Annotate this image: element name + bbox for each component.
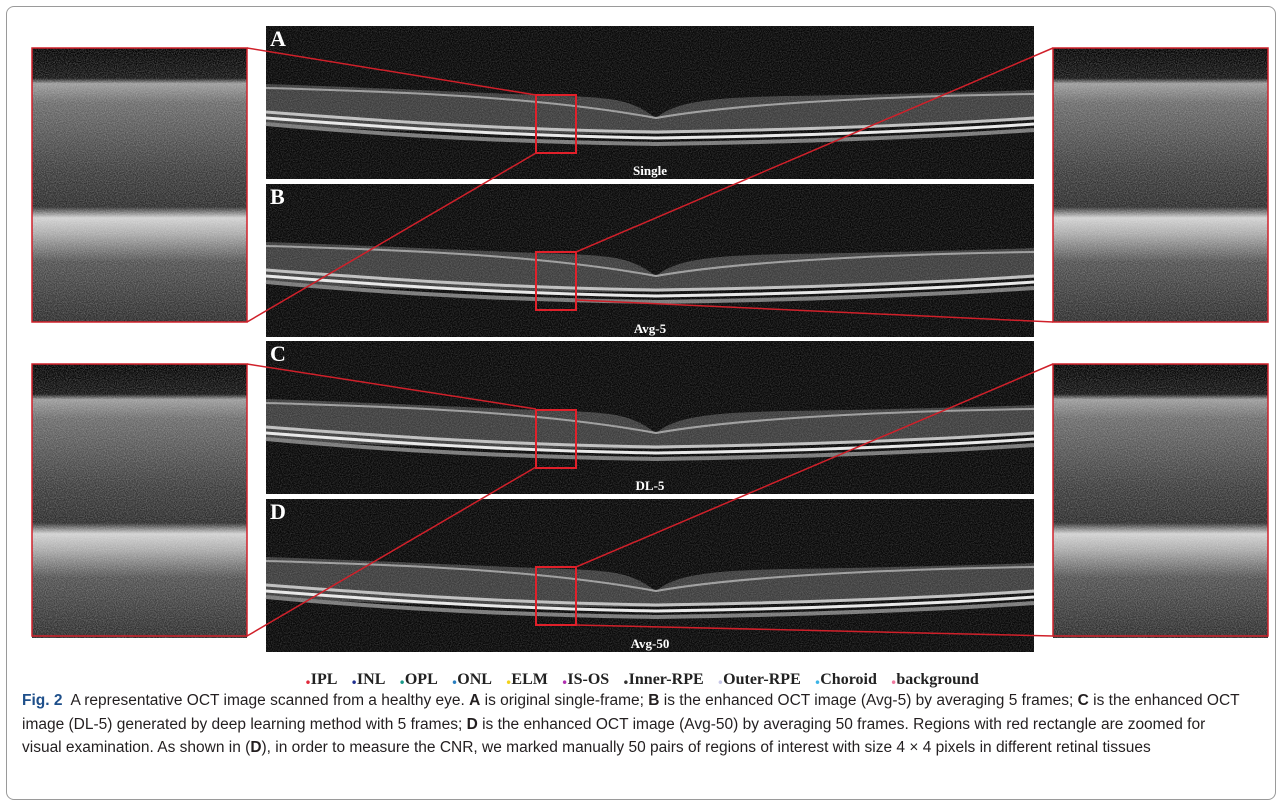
oct-image xyxy=(266,26,1034,179)
oct-image xyxy=(266,499,1034,652)
caption-text: B xyxy=(648,692,660,709)
zoom-connector xyxy=(246,152,537,323)
caption-text: is the enhanced OCT image (Avg-50) by av… xyxy=(22,715,1206,757)
legend-marker: . xyxy=(505,664,512,689)
legend-item: .IPL xyxy=(305,664,338,689)
zoom-border xyxy=(31,363,248,637)
caption-text: is original single-frame; xyxy=(480,692,649,709)
oct-panels: A Single B Avg-5 C DL-5 D Avg-50 xyxy=(266,26,1034,652)
legend-item: .background xyxy=(891,664,979,689)
roi-rectangle xyxy=(535,251,577,311)
caption-text: D xyxy=(250,739,262,756)
caption-text: D xyxy=(466,715,478,733)
oct-image xyxy=(266,341,1034,494)
legend-marker: . xyxy=(890,664,897,689)
legend-marker: . xyxy=(561,664,568,689)
legend-item: .Choroid xyxy=(815,664,877,689)
legend-label: INL xyxy=(356,671,386,688)
legend-item: .ELM xyxy=(506,664,548,689)
figure: A Single B Avg-5 C DL-5 D Avg-50 xyxy=(31,0,1269,660)
oct-image xyxy=(266,184,1034,337)
legend: .IPL .INL .OPL .ONL .ELM .IS-OS .Inner-RPE .Out… xyxy=(0,664,1284,690)
legend-item: .INL xyxy=(351,664,386,689)
zoom-image xyxy=(1053,48,1268,322)
legend-label: ONL xyxy=(457,671,492,688)
zoom-image xyxy=(1053,364,1268,638)
panel-letter: D xyxy=(270,499,286,524)
zoom-connector xyxy=(246,363,537,410)
legend-label: ELM xyxy=(511,671,548,688)
legend-item: .IS-OS xyxy=(562,664,610,689)
legend-label: Choroid xyxy=(820,671,877,688)
legend-label: IS-OS xyxy=(567,671,610,688)
legend-marker: . xyxy=(814,664,821,689)
caption-text: is the enhanced OCT image (Avg-5) by ave… xyxy=(659,692,1078,709)
legend-label: background xyxy=(896,671,979,688)
roi-rectangle xyxy=(535,94,577,154)
legend-label: Outer-RPE xyxy=(723,671,801,688)
caption-text: is the enhanced OCT image (DL-5) generat… xyxy=(22,692,1240,733)
panel-label: Avg-5 xyxy=(634,321,667,336)
panel-label: DL-5 xyxy=(636,478,665,493)
zoom-border xyxy=(1052,47,1269,323)
legend-marker: . xyxy=(351,664,357,689)
caption-text: A representative OCT image scanned from … xyxy=(70,692,470,709)
zoom-connector xyxy=(246,47,537,96)
zoom-border xyxy=(1052,363,1269,637)
caption-text: ), in order to measure the CNR, we marke… xyxy=(261,739,1151,756)
legend-marker: . xyxy=(305,664,311,689)
zoom-connector xyxy=(246,466,537,637)
zoom-image xyxy=(32,48,247,322)
caption-label: Fig. 2 xyxy=(22,692,63,709)
legend-marker: . xyxy=(399,664,405,689)
caption-text: A xyxy=(469,692,481,709)
zoom-connector xyxy=(575,363,1054,568)
legend-marker: . xyxy=(623,664,629,689)
figure-frame xyxy=(6,6,1276,800)
panel-letter: B xyxy=(270,184,285,209)
roi-rectangle xyxy=(535,409,577,469)
legend-item: .Outer-RPE xyxy=(718,664,801,689)
caption-text: C xyxy=(1077,692,1089,709)
panel-letter: A xyxy=(270,26,286,51)
legend-label: OPL xyxy=(404,671,438,688)
zoom-panels xyxy=(31,47,1269,638)
panel-label: Single xyxy=(633,163,667,178)
caption: Fig. 2 A representative OCT image scanned… xyxy=(22,689,1247,760)
roi-rectangle xyxy=(535,566,577,626)
panel-label: Avg-50 xyxy=(631,636,670,651)
zoom-connector xyxy=(575,624,1054,637)
zoom-connector xyxy=(575,47,1054,253)
legend-item: .OPL xyxy=(399,664,438,689)
legend-marker: . xyxy=(451,664,458,689)
legend-label: Inner-RPE xyxy=(628,671,704,688)
panel-letter: C xyxy=(270,341,286,366)
zoom-image xyxy=(32,364,247,638)
legend-item: .ONL xyxy=(452,664,492,689)
legend-marker: . xyxy=(717,664,724,689)
legend-item: .Inner-RPE xyxy=(623,664,704,689)
legend-label: IPL xyxy=(310,671,338,688)
zoom-border xyxy=(31,47,248,323)
zoom-connector xyxy=(575,299,1054,323)
